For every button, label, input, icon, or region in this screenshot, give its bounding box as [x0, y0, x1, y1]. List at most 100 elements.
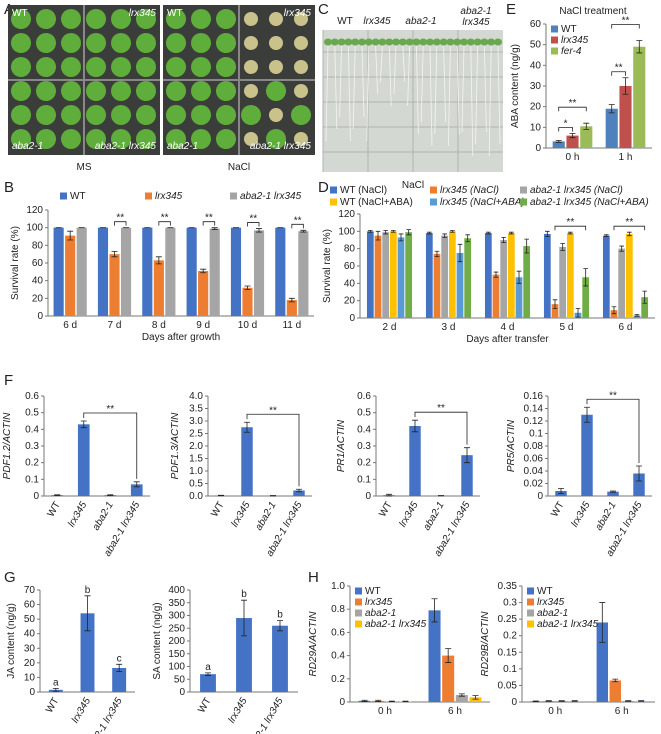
y-axis-label: SA content (ng/g) [152, 602, 163, 679]
chart-title: NaCl treatment [559, 6, 626, 17]
legend-label: WT [537, 586, 553, 597]
error-bar [244, 285, 251, 290]
error-bar [375, 699, 382, 702]
bar [374, 235, 382, 318]
significance-letter: b [241, 589, 247, 600]
seedling [371, 38, 380, 46]
legend-swatch [527, 587, 534, 595]
root [380, 45, 383, 83]
seedling [191, 129, 211, 149]
seedling [473, 38, 482, 46]
x-tick-label: WT [46, 500, 63, 519]
error-bar [300, 229, 307, 233]
photo-label: aba2-1 [167, 141, 198, 152]
y-tick-label: 60 [530, 19, 542, 30]
significance-label: ** [609, 390, 617, 401]
root [475, 45, 478, 145]
root [352, 45, 356, 130]
bar [112, 667, 127, 692]
bar [275, 227, 286, 316]
bar [492, 274, 500, 318]
bar [409, 426, 421, 496]
error-bar [622, 77, 629, 95]
seedling [216, 81, 236, 101]
error-bar [450, 230, 455, 233]
seedling [398, 38, 407, 46]
y-tick-label: 50 [174, 674, 186, 685]
seedling [11, 9, 31, 29]
y-tick-label: 0.1 [25, 474, 39, 485]
x-tick-label: lrx345 [569, 500, 592, 529]
x-axis-label: Days after growth [142, 332, 220, 343]
significance-label: ** [566, 217, 574, 228]
error-bar [434, 250, 440, 257]
y-tick-label: 0.4 [357, 424, 371, 435]
y-tick-label: 200 [168, 636, 185, 647]
root [402, 45, 406, 83]
y-tick-label: 0 [349, 313, 355, 324]
error-bar [111, 251, 118, 258]
root [484, 45, 487, 133]
seedling [166, 129, 186, 149]
bar [455, 695, 468, 702]
y-axis-label: PR5/ACTIN [506, 419, 517, 472]
seedling [61, 57, 81, 77]
error-bar [211, 227, 218, 230]
bar [433, 253, 441, 318]
significance-bracket [586, 398, 640, 463]
root [461, 45, 465, 133]
seedling [111, 81, 131, 101]
bar [448, 231, 456, 318]
photo-caption: MS [77, 162, 92, 173]
y-tick-label: 0 [29, 687, 35, 698]
y-tick-label: 0.15 [498, 647, 518, 658]
y-tick-label: 120 [338, 209, 355, 220]
seedling [136, 105, 156, 125]
bar [609, 680, 621, 702]
bar [633, 473, 645, 496]
y-tick-label: 50 [24, 614, 36, 625]
y-tick-label: 50 [530, 40, 542, 51]
y-tick-label: 0.08 [524, 441, 544, 452]
bar [425, 233, 433, 318]
y-tick-label: 0 [365, 491, 371, 502]
bar [641, 297, 649, 318]
photo-label: lrx345 [129, 8, 157, 19]
bar [120, 227, 132, 316]
root [420, 45, 424, 123]
bar [65, 235, 76, 316]
seedling [494, 38, 502, 46]
error-bar [571, 700, 578, 702]
root [497, 45, 501, 145]
bar [610, 310, 618, 318]
error-bar [552, 299, 558, 309]
bar [633, 46, 646, 148]
error-bar [611, 306, 617, 315]
error-bar [398, 233, 404, 242]
y-tick-label: 100 [168, 662, 185, 673]
seedling [61, 9, 81, 29]
error-bar [575, 308, 581, 318]
significance-bracket [558, 106, 587, 112]
x-tick-label: 7 d [108, 320, 122, 331]
y-tick-label: 0 [535, 143, 541, 154]
y-tick-label: 60 [344, 261, 356, 272]
y-tick-label: 1.0 [189, 466, 203, 477]
seedling [61, 81, 81, 101]
x-tick-label: aba2-1 [254, 500, 279, 532]
significance-letter: a [205, 662, 211, 673]
y-tick-label: 0.4 [25, 424, 39, 435]
significance-label: ** [437, 403, 445, 414]
seedling [166, 105, 186, 125]
bar [566, 233, 574, 318]
y-tick-label: 10 [24, 672, 36, 683]
x-tick-label: 11 d [282, 320, 301, 331]
bar [596, 622, 609, 702]
y-tick-label: 0.12 [524, 416, 544, 427]
y-tick-label: 0.5 [357, 408, 371, 419]
panel-label: B [4, 179, 14, 196]
seedling [36, 33, 56, 53]
seedling [405, 38, 414, 46]
bar [605, 108, 618, 148]
legend-swatch [355, 609, 362, 617]
